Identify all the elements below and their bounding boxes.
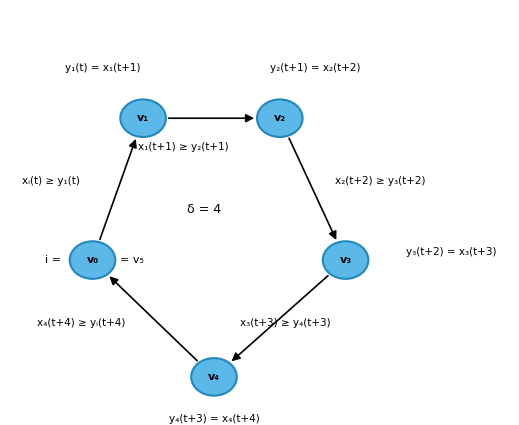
Text: δ = 4: δ = 4 [187, 204, 221, 216]
Text: y₂(t+1) = x₂(t+2): y₂(t+1) = x₂(t+2) [270, 63, 361, 73]
Text: v₄: v₄ [208, 372, 220, 382]
Text: y₁(t) = x₁(t+1): y₁(t) = x₁(t+1) [65, 63, 140, 73]
Text: x₄(t+4) ≥ yᵢ(t+4): x₄(t+4) ≥ yᵢ(t+4) [37, 317, 125, 328]
Circle shape [120, 99, 166, 137]
Text: i =: i = [45, 255, 65, 265]
Circle shape [191, 358, 237, 396]
Circle shape [323, 241, 368, 279]
Circle shape [70, 241, 115, 279]
Text: v₁: v₁ [137, 113, 149, 123]
Text: xᵢ(t) ≥ y₁(t): xᵢ(t) ≥ y₁(t) [22, 176, 79, 186]
Text: x₂(t+2) ≥ y₃(t+2): x₂(t+2) ≥ y₃(t+2) [335, 176, 426, 186]
Text: v₀: v₀ [86, 255, 99, 265]
Text: x₁(t+1) ≥ y₂(t+1): x₁(t+1) ≥ y₂(t+1) [138, 142, 229, 153]
Text: v₂: v₂ [274, 113, 286, 123]
Circle shape [257, 99, 303, 137]
Text: x₃(t+3) ≥ y₄(t+3): x₃(t+3) ≥ y₄(t+3) [240, 317, 330, 328]
Text: y₃(t+2) = x₃(t+3): y₃(t+2) = x₃(t+3) [406, 247, 497, 257]
Text: y₄(t+3) = x₄(t+4): y₄(t+3) = x₄(t+4) [169, 414, 260, 424]
Text: = v₅: = v₅ [120, 255, 144, 265]
Text: v₃: v₃ [339, 255, 352, 265]
